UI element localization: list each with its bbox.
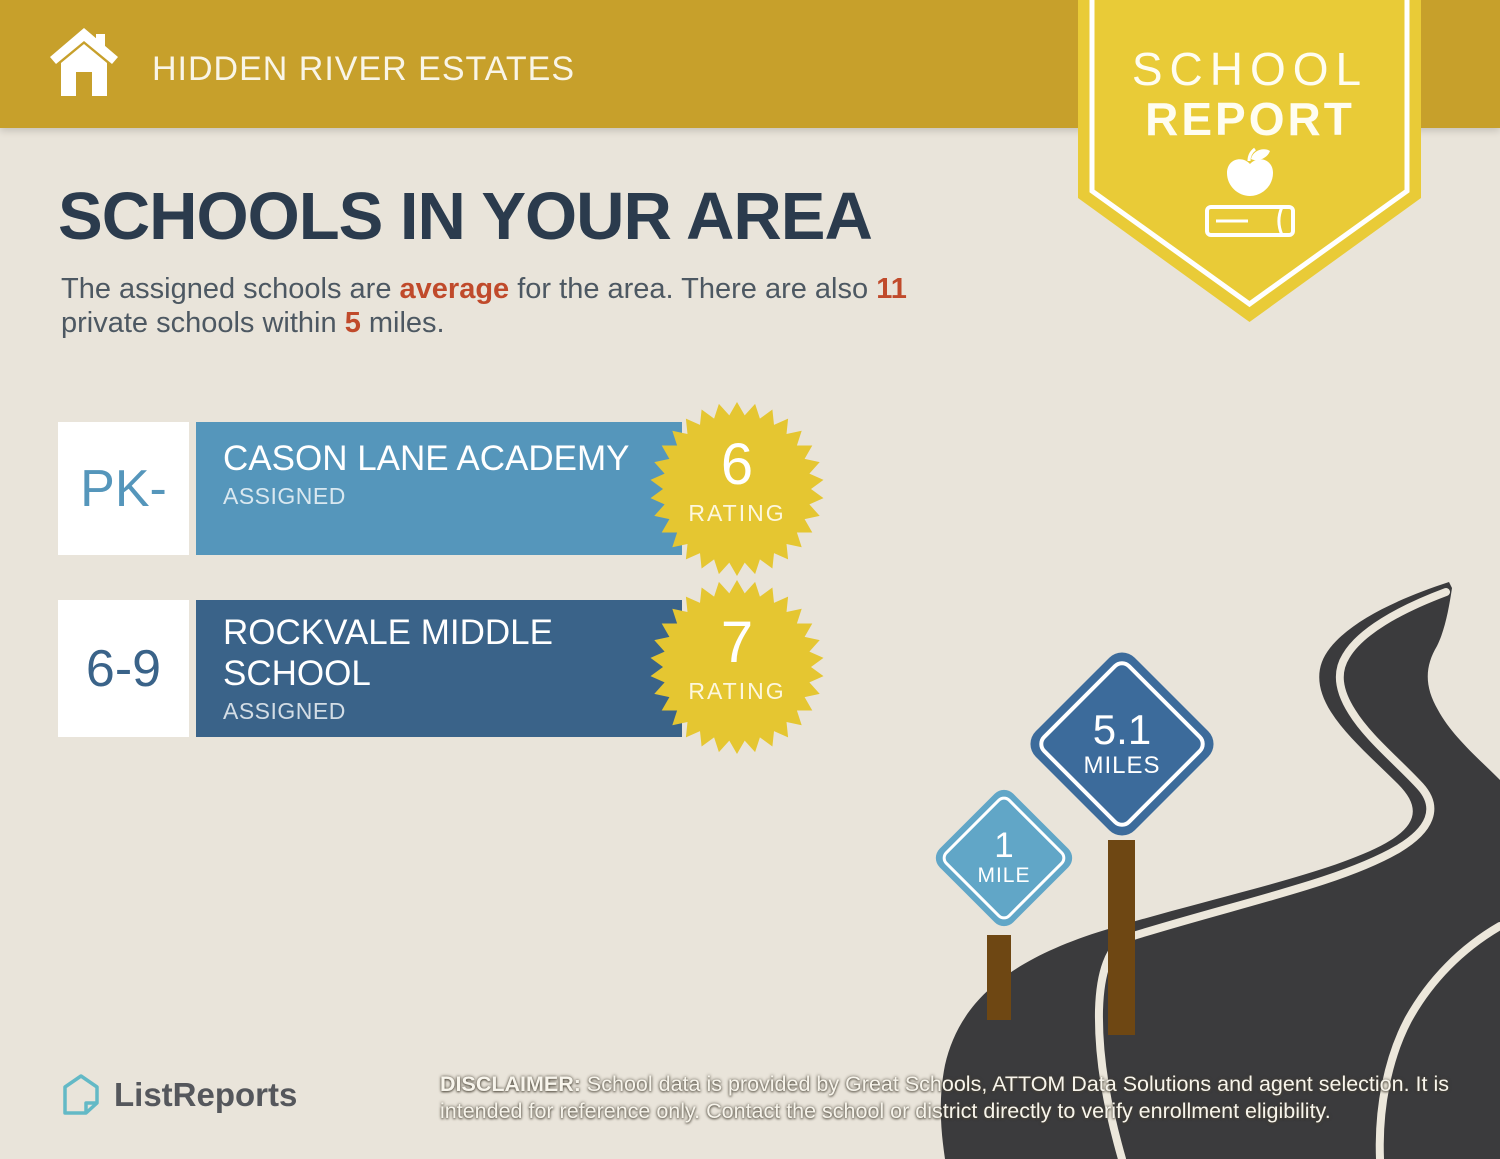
intro-segment: private schools within bbox=[61, 307, 345, 339]
apple-icon bbox=[1227, 147, 1273, 196]
school-status: ASSIGNED bbox=[223, 483, 346, 509]
intro-segment: miles. bbox=[360, 307, 445, 339]
school-name: ROCKVALE MIDDLE SCHOOL bbox=[223, 613, 553, 693]
home-icon bbox=[50, 28, 118, 96]
rating-value: 6 bbox=[720, 432, 754, 497]
listreports-house-icon bbox=[63, 1074, 99, 1115]
distance-unit: MILE bbox=[977, 864, 1031, 887]
distance-sign-far-text: 5.1 MILES bbox=[1032, 674, 1212, 814]
school-report-badge: SCHOOL REPORT bbox=[1070, 0, 1430, 335]
intro-segment: for the area. There are also bbox=[509, 273, 877, 305]
disclaimer-text: School data is provided by Great Schools… bbox=[440, 1072, 1449, 1123]
rating-badge: 6 RATING bbox=[649, 401, 825, 577]
intro-highlight-radius: 5 bbox=[344, 307, 361, 339]
intro-highlight-average: average bbox=[399, 273, 510, 305]
badge-line1: SCHOOL bbox=[1131, 43, 1369, 95]
brand-name: ListReports bbox=[114, 1076, 298, 1113]
intro-highlight-count: 11 bbox=[876, 273, 907, 305]
disclaimer: DISCLAIMER: School data is provided by G… bbox=[440, 1071, 1450, 1125]
grade-range-box: 6-9 bbox=[58, 600, 189, 737]
book-icon bbox=[1205, 205, 1295, 237]
badge-line2: REPORT bbox=[1145, 93, 1355, 145]
distance-value: 1 bbox=[994, 826, 1014, 865]
grade-range-box: PK- bbox=[58, 422, 189, 555]
rating-label: RATING bbox=[688, 500, 786, 526]
starburst-shape bbox=[650, 402, 824, 576]
badge-inner-border bbox=[1089, 0, 1410, 308]
page-title: SCHOOLS IN YOUR AREA bbox=[58, 179, 873, 254]
listreports-logo: ListReports bbox=[58, 1072, 297, 1118]
distance-value: 5.1 bbox=[1092, 706, 1152, 753]
starburst-shape bbox=[650, 580, 824, 754]
rating-badge: 7 RATING bbox=[649, 579, 825, 755]
distance-unit: MILES bbox=[1083, 752, 1161, 779]
rating-value: 7 bbox=[720, 610, 754, 675]
school-bar: CASON LANE ACADEMY ASSIGNED bbox=[196, 422, 682, 555]
intro-segment: The assigned schools are bbox=[61, 273, 400, 305]
intro-text: The assigned schools are average for the… bbox=[61, 272, 1061, 340]
school-status: ASSIGNED bbox=[223, 698, 346, 724]
sign-post bbox=[1108, 840, 1135, 1035]
school-name: CASON LANE ACADEMY bbox=[223, 439, 630, 478]
sign-post bbox=[987, 935, 1011, 1020]
disclaimer-label: DISCLAIMER: bbox=[440, 1072, 581, 1096]
property-name: HIDDEN RIVER ESTATES bbox=[152, 50, 576, 88]
distance-sign-near-text: 1 MILE bbox=[932, 806, 1076, 910]
rating-label: RATING bbox=[688, 678, 786, 704]
school-bar: ROCKVALE MIDDLE SCHOOL ASSIGNED bbox=[196, 600, 682, 737]
